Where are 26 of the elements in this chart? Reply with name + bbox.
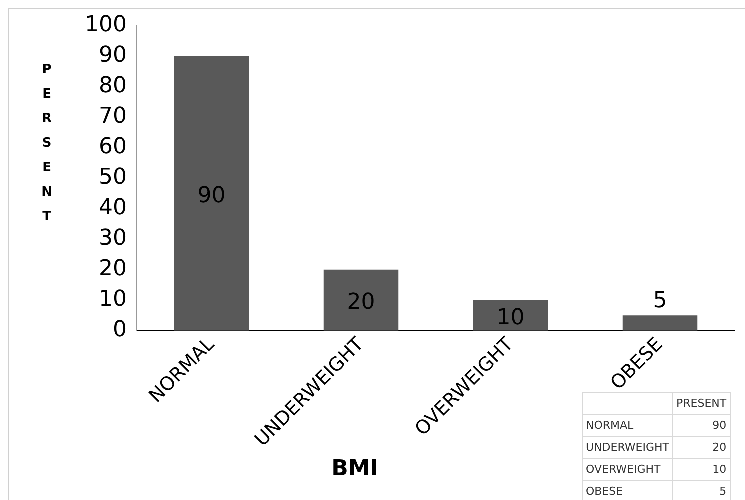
category-label: NORMAL (586, 419, 634, 432)
data-label: 20 (347, 290, 376, 316)
text: PRESENT (672, 392, 730, 414)
y-tick-label: 70 (99, 104, 127, 130)
y-tick-label: 30 (99, 226, 127, 252)
y-tick-label: 20 (99, 256, 127, 282)
category-label: OBESE (586, 485, 624, 498)
data-label: 5 (653, 288, 668, 314)
category-label: OVERWEIGHT (586, 463, 661, 476)
text: 90 (672, 414, 730, 436)
y-tick-label: 10 (99, 287, 127, 312)
data-label: 10 (496, 305, 525, 330)
text: 10 (672, 458, 730, 480)
category-label: UNDERWEIGHT (586, 441, 670, 454)
text: 20 (672, 436, 730, 458)
y-axis-title: PERSENT (42, 62, 52, 224)
x-axis-title: BMI (332, 456, 378, 482)
y-tick-label: 0 (113, 318, 127, 343)
y-tick-label: 40 (99, 196, 127, 221)
y-tick-label: 90 (99, 43, 127, 68)
y-tick-label: 50 (99, 165, 127, 190)
text: 5 (672, 480, 730, 500)
data-label: 90 (198, 183, 226, 208)
y-tick-label: 80 (99, 74, 127, 99)
y-tick-label: 60 (99, 134, 127, 160)
y-tick-label: 100 (85, 12, 127, 38)
